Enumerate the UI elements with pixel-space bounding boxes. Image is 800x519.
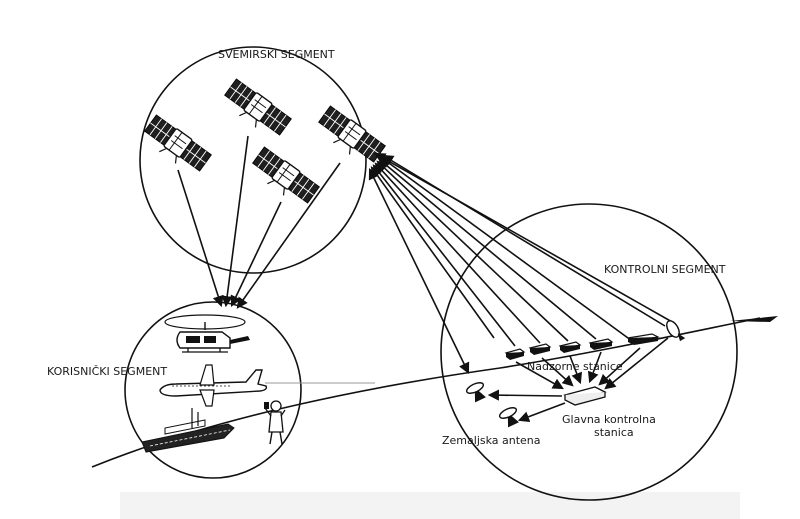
- ship-icon: [141, 408, 235, 453]
- station-icon: [528, 343, 552, 355]
- link-arrow: [376, 160, 569, 342]
- antenna-icon: [498, 407, 519, 428]
- person-icon: [264, 400, 286, 445]
- signal-arrow: [230, 201, 282, 308]
- master-control-station-icon: [563, 386, 607, 406]
- uplink-arrow: [368, 167, 470, 375]
- link-arrow: [378, 158, 597, 340]
- satellite-icon: [313, 104, 387, 170]
- earth-horizon-line: [91, 317, 761, 468]
- ground-haze: [120, 492, 740, 519]
- antenna-icon: [666, 320, 686, 342]
- ground-antenna-label: Zemaljska antena: [442, 434, 541, 447]
- signal-arrow: [236, 162, 341, 309]
- station-icon: [588, 338, 614, 350]
- horizon-tick: [730, 316, 778, 322]
- link-arrow: [374, 152, 675, 324]
- master-control-label-line2: stanica: [594, 426, 634, 439]
- link-arrow: [370, 166, 495, 339]
- station-icon: [558, 341, 582, 353]
- link-arrow: [380, 156, 629, 339]
- satellite-icon: [247, 145, 321, 211]
- control-segment-label: KONTROLNI SEGMENT: [604, 263, 726, 276]
- helicopter-icon: [164, 314, 250, 353]
- signal-arrow: [177, 169, 224, 308]
- space-segment-circle: [139, 46, 367, 274]
- space-segment-label: SVEMIRSKI SEGMENT: [218, 48, 335, 61]
- station-icon: [626, 333, 660, 345]
- antenna-icon: [465, 382, 486, 403]
- satellite-icon: [139, 113, 213, 179]
- airplane-icon: [159, 364, 268, 407]
- signal-arrow: [221, 135, 249, 308]
- user-segment-label: KORISNIČKI SEGMENT: [47, 365, 167, 378]
- link-arrow: [374, 162, 541, 344]
- link-arrow: [372, 164, 516, 347]
- station-icon: [504, 348, 526, 360]
- master-control-label-line1: Glavna kontrolna: [562, 413, 656, 426]
- monitor-stations-label: Nadzorne stanice: [527, 360, 623, 373]
- satellite-icon: [219, 77, 293, 143]
